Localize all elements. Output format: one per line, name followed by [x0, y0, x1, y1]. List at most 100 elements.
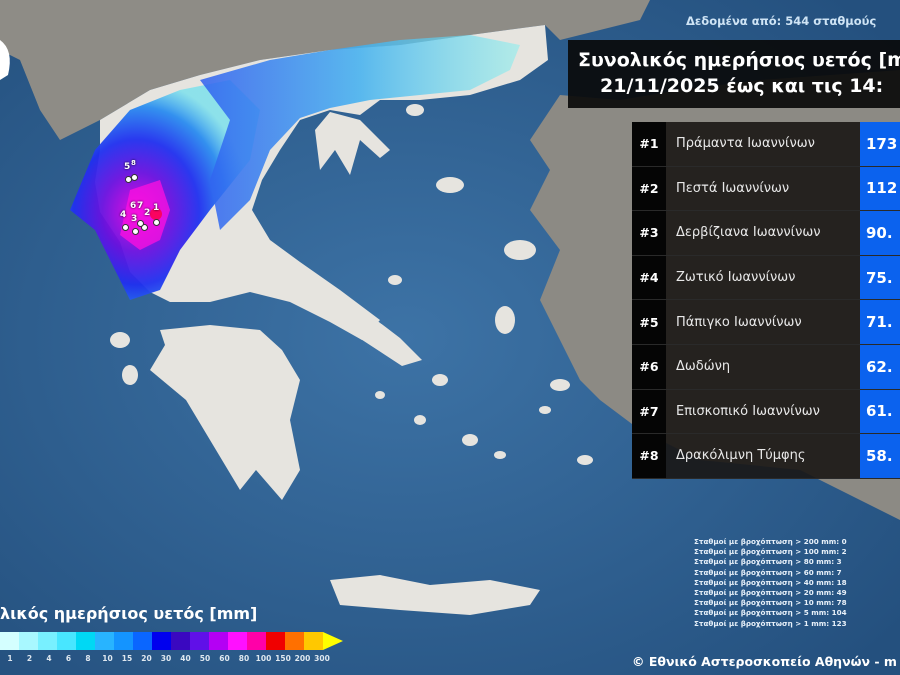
color-scale-tick-label: 8 [85, 654, 91, 663]
stat-line: Σταθμοί με βροχόπτωση > 40 mm: 18 [694, 577, 847, 587]
legend-title: λικός ημερήσιος υετός [mm] [0, 604, 258, 623]
color-scale-tick-label: 60 [219, 654, 230, 663]
color-scale-segment [247, 632, 266, 650]
color-scale-tick-label: 40 [180, 654, 191, 663]
stat-line: Σταθμοί με βροχόπτωση > 5 mm: 104 [694, 608, 847, 618]
station-name: Επισκοπικό Ιωαννίνων [676, 403, 820, 419]
station-marker-4: 4 [120, 210, 127, 220]
color-scale-segment [114, 632, 133, 650]
station-marker-2: 2 [144, 208, 151, 218]
color-scale-tick-label: 6 [65, 654, 72, 663]
color-scale-tick-label: 80 [238, 654, 250, 663]
color-scale-tick-label: 30 [160, 654, 172, 663]
logo-fragment [0, 40, 10, 80]
station-marker-1: 1 [153, 203, 160, 213]
station-dot [141, 224, 148, 231]
copyright: © Εθνικό Αστεροσκοπείο Αθηνών - m [632, 654, 897, 669]
rainfall-value: 58. [860, 434, 900, 478]
table-row: #4 Ζωτικό Ιωαννίνων 75. [632, 255, 900, 301]
color-scale-tick-label: 50 [199, 654, 211, 663]
color-scale-segment [190, 632, 209, 650]
stat-line: Σταθμοί με βροχόπτωση > 1 mm: 123 [694, 618, 847, 628]
color-scale-arrow [323, 632, 343, 650]
station-dot [153, 219, 160, 226]
station-threshold-stats: Σταθμοί με βροχόπτωση > 200 mm: 0 Σταθμο… [694, 537, 847, 629]
stat-line: Σταθμοί με βροχόπτωση > 80 mm: 3 [694, 557, 842, 567]
peloponnese [150, 325, 300, 500]
color-scale-segment [133, 632, 152, 650]
station-name: Πάπιγκο Ιωαννίνων [676, 314, 802, 330]
color-scale-tick-label: 200 [294, 654, 311, 663]
color-scale-tick-label: 20 [141, 654, 152, 663]
stat-line: Σταθμοί με βροχόπτωση > 60 mm: 7 [694, 567, 842, 577]
color-scale-segment [209, 632, 228, 650]
rank: #8 [632, 434, 666, 478]
rainfall-area-north [200, 35, 520, 230]
color-scale-segment [0, 632, 19, 650]
color-scale-tick-label: 300 [314, 654, 330, 663]
rainfall-value: 75. [860, 255, 900, 300]
chalkidiki [315, 112, 390, 175]
title-box: Συνολικός ημερήσιος υετός [m 21/11/2025 … [568, 40, 900, 108]
station-name: Ζωτικό Ιωαννίνων [676, 270, 796, 286]
rainfall-value: 173 [860, 122, 900, 166]
station-dot [122, 224, 129, 231]
station-marker-5: 5 [124, 162, 131, 172]
station-name: Πράμαντα Ιωαννίνων [676, 136, 815, 152]
stat-line: Σταθμοί με βροχόπτωση > 20 mm: 49 [694, 588, 847, 598]
rainfall-value: 112 [860, 166, 900, 211]
color-scale-segment [228, 632, 247, 650]
rank: #3 [632, 211, 666, 255]
station-marker-6: 6 [130, 201, 137, 211]
rainfall-area-west [70, 80, 260, 300]
color-scale-segment [285, 632, 304, 650]
table-row: #3 Δερβίζιανα Ιωαννίνων 90. [632, 211, 900, 256]
table-row: #5 Πάπιγκο Ιωαννίνων 71. [632, 300, 900, 345]
rainfall-value: 62. [860, 344, 900, 389]
table-row: #6 Δωδώνη 62. [632, 344, 900, 390]
rainfall-value: 61. [860, 389, 900, 434]
color-scale-tick-label: 10 [102, 654, 113, 663]
table-row: #7 Επισκοπικό Ιωαννίνων 61. [632, 389, 900, 435]
stat-line: Σταθμοί με βροχόπτωση > 200 mm: 0 [694, 537, 847, 546]
station-dot [137, 220, 144, 227]
color-scale-tick-label: 15 [121, 654, 133, 663]
station-marker-3: 3 [131, 214, 138, 224]
color-scale-segment [171, 632, 190, 650]
color-scale-bar [0, 632, 343, 650]
station-marker-8: 8 [131, 159, 136, 167]
data-source-note: Δεδομένα από: 544 σταθμούς [686, 14, 877, 28]
color-scale-segment [304, 632, 323, 650]
color-scale-segment [95, 632, 114, 650]
color-scale-tick-label: 2 [26, 654, 33, 663]
stat-line: Σταθμοί με βροχόπτωση > 100 mm: 2 [694, 547, 847, 557]
color-scale-segment [76, 632, 95, 650]
rank: #6 [632, 344, 666, 389]
rank: #4 [632, 255, 666, 300]
balkans-landmass [0, 0, 650, 140]
color-scale-tick-label: 150 [275, 654, 291, 663]
rank: #2 [632, 166, 666, 211]
rainfall-value: 90. [860, 211, 900, 255]
stat-line: Σταθμοί με βροχόπτωση > 10 mm: 78 [694, 598, 847, 608]
color-scale-tick-label: 100 [255, 654, 272, 663]
station-name: Πεστά Ιωαννίνων [676, 180, 790, 196]
rank: #1 [632, 122, 666, 166]
color-scale-tick-label: 1 [7, 654, 13, 663]
color-scale-segment [57, 632, 76, 650]
color-scale-segment [266, 632, 285, 650]
color-scale-ticks: 1 2 4 6 8 10 15 20 30 40 50 60 80 100 150 200 300 [0, 654, 340, 666]
station-dot [131, 174, 138, 181]
station-dot [132, 228, 139, 235]
evia [300, 272, 422, 366]
rank: #5 [632, 300, 666, 344]
table-row: #8 Δρακόλιμνη Τύμφης 58. [632, 434, 900, 479]
color-scale-segment [19, 632, 38, 650]
station-name: Δρακόλιμνη Τύμφης [676, 448, 806, 464]
crete [330, 575, 540, 615]
table-row: #2 Πεστά Ιωαννίνων 112 [632, 166, 900, 212]
title-line-2: 21/11/2025 έως και τις 14: [600, 75, 884, 97]
table-row: #1 Πράμαντα Ιωαννίνων 173 [632, 122, 900, 167]
islands [110, 104, 593, 465]
station-name: Δωδώνη [676, 359, 731, 375]
